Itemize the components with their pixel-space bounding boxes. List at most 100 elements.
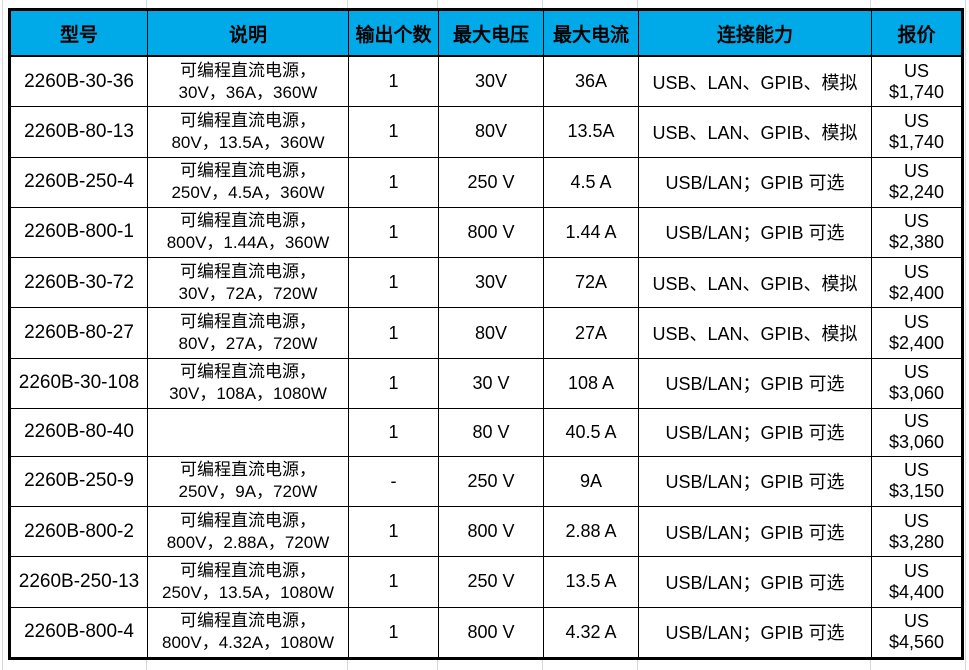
cell-outputs: 1 — [348, 606, 439, 660]
cell-desc: 可编程直流电源， 250V，13.5A，1080W — [147, 556, 349, 608]
cell-outputs: 1 — [348, 206, 439, 259]
cell-price: US $1,740 — [871, 55, 963, 108]
gridline — [437, 660, 438, 670]
cell-voltage: 250 V — [438, 156, 544, 208]
cell-price: US $2,380 — [871, 206, 963, 259]
cell-model: 2260B-800-2 — [9, 506, 148, 558]
cell-price: US $4,560 — [871, 606, 963, 660]
col-header-connectivity: 连接能力 — [638, 9, 872, 57]
col-header-outputs: 输出个数 — [348, 9, 439, 57]
cell-outputs: 1 — [348, 156, 439, 208]
cell-voltage: 80 V — [438, 407, 544, 457]
gridline — [637, 0, 638, 9]
cell-connectivity: USB/LAN；GPIB 可选 — [638, 206, 872, 259]
cell-voltage: 250 V — [438, 455, 544, 508]
cell-model: 2260B-250-4 — [9, 156, 148, 208]
cell-connectivity: USB、LAN、GPIB、模拟 — [638, 257, 872, 309]
cell-outputs: 1 — [348, 407, 439, 457]
cell-current: 13.5 A — [543, 556, 639, 608]
header-row: 型号 说明 输出个数 最大电压 最大电流 连接能力 报价 — [9, 9, 963, 57]
cell-voltage: 80V — [438, 307, 544, 359]
cell-desc: 可编程直流电源， 80V，27A，720W — [147, 307, 349, 359]
cell-voltage: 250 V — [438, 556, 544, 608]
cell-desc: 可编程直流电源， 30V，72A，720W — [147, 257, 349, 309]
cell-current: 9A — [543, 455, 639, 508]
cell-connectivity: USB、LAN、GPIB、模拟 — [638, 106, 872, 158]
cell-connectivity: USB/LAN；GPIB 可选 — [638, 455, 872, 508]
cell-current: 108 A — [543, 357, 639, 409]
table-row: 2260B-800-1 可编程直流电源， 800V，1.44A，360W 1 800 … — [9, 206, 963, 259]
cell-desc: 可编程直流电源， 30V，36A，360W — [147, 55, 349, 108]
table-body: 2260B-30-36 可编程直流电源， 30V，36A，360W 1 30V 36A U… — [9, 55, 963, 660]
cell-price: US $1,740 — [871, 106, 963, 158]
cell-current: 72A — [543, 257, 639, 309]
gridline — [637, 660, 638, 670]
cell-price: US $2,240 — [871, 156, 963, 208]
cell-current: 13.5A — [543, 106, 639, 158]
cell-model: 2260B-30-36 — [9, 55, 148, 108]
cell-price: US $3,150 — [871, 455, 963, 508]
cell-model: 2260B-30-108 — [9, 357, 148, 409]
cell-model: 2260B-80-13 — [9, 106, 148, 158]
table-row: 2260B-30-36 可编程直流电源， 30V，36A，360W 1 30V 36A U… — [9, 55, 963, 108]
gridline — [870, 660, 871, 670]
gridline — [965, 0, 966, 670]
cell-voltage: 800 V — [438, 506, 544, 558]
cell-outputs: 1 — [348, 357, 439, 409]
cell-connectivity: USB/LAN；GPIB 可选 — [638, 407, 872, 457]
cell-model: 2260B-80-27 — [9, 307, 148, 359]
table-row: 2260B-80-27 可编程直流电源， 80V，27A，720W 1 80V 27A U… — [9, 307, 963, 359]
cell-connectivity: USB/LAN；GPIB 可选 — [638, 506, 872, 558]
gridline — [347, 0, 348, 9]
gridline — [437, 0, 438, 9]
cell-outputs: 1 — [348, 55, 439, 108]
cell-outputs: 1 — [348, 307, 439, 359]
cell-model: 2260B-250-13 — [9, 556, 148, 608]
table-row: 2260B-250-13 可编程直流电源， 250V，13.5A，1080W 1 25… — [9, 556, 963, 608]
gridline — [146, 660, 147, 670]
cell-outputs: 1 — [348, 106, 439, 158]
gridline — [146, 0, 147, 9]
cell-voltage: 30 V — [438, 357, 544, 409]
price-table: 型号 说明 输出个数 最大电压 最大电流 连接能力 报价 2260B-30-36… — [8, 8, 964, 660]
cell-voltage: 30V — [438, 55, 544, 108]
cell-model: 2260B-80-40 — [9, 407, 148, 457]
cell-current: 36A — [543, 55, 639, 108]
cell-outputs: 1 — [348, 257, 439, 309]
cell-desc: 可编程直流电源， 800V，2.88A，720W — [147, 506, 349, 558]
gridline — [2, 0, 3, 670]
cell-desc: 可编程直流电源， 30V，108A，1080W — [147, 357, 349, 409]
table-row: 2260B-800-4 可编程直流电源， 800V，4.32A，1080W 1 800… — [9, 606, 963, 660]
cell-price: US $3,060 — [871, 407, 963, 457]
cell-voltage: 800 V — [438, 606, 544, 660]
cell-current: 4.32 A — [543, 606, 639, 660]
cell-connectivity: USB/LAN；GPIB 可选 — [638, 606, 872, 660]
cell-connectivity: USB/LAN；GPIB 可选 — [638, 357, 872, 409]
cell-voltage: 800 V — [438, 206, 544, 259]
cell-desc: 可编程直流电源， 250V，9A，720W — [147, 455, 349, 508]
cell-desc: 可编程直流电源， 800V，1.44A，360W — [147, 206, 349, 259]
col-header-description: 说明 — [147, 9, 349, 57]
cell-desc: 可编程直流电源， 80V，13.5A，360W — [147, 106, 349, 158]
cell-model: 2260B-800-1 — [9, 206, 148, 259]
col-header-max-voltage: 最大电压 — [438, 9, 544, 57]
table-row: 2260B-80-13 可编程直流电源， 80V，13.5A，360W 1 80V 13… — [9, 106, 963, 158]
cell-current: 2.88 A — [543, 506, 639, 558]
cell-current: 27A — [543, 307, 639, 359]
cell-current: 40.5 A — [543, 407, 639, 457]
cell-model: 2260B-800-4 — [9, 606, 148, 660]
cell-price: US $3,060 — [871, 357, 963, 409]
gridline — [347, 660, 348, 670]
cell-connectivity: USB/LAN；GPIB 可选 — [638, 556, 872, 608]
cell-price: US $2,400 — [871, 257, 963, 309]
cell-connectivity: USB/LAN；GPIB 可选 — [638, 156, 872, 208]
table-row: 2260B-30-72 可编程直流电源， 30V，72A，720W 1 30V 72A U… — [9, 257, 963, 309]
cell-desc: 可编程直流电源， 250V，4.5A，360W — [147, 156, 349, 208]
gridline — [542, 660, 543, 670]
col-header-price: 报价 — [871, 9, 963, 57]
cell-outputs: 1 — [348, 556, 439, 608]
table-row: 2260B-80-40 1 80 V 40.5 A USB/LAN；GPIB 可选 US … — [9, 407, 963, 457]
cell-connectivity: USB、LAN、GPIB、模拟 — [638, 55, 872, 108]
col-header-model: 型号 — [9, 9, 148, 57]
